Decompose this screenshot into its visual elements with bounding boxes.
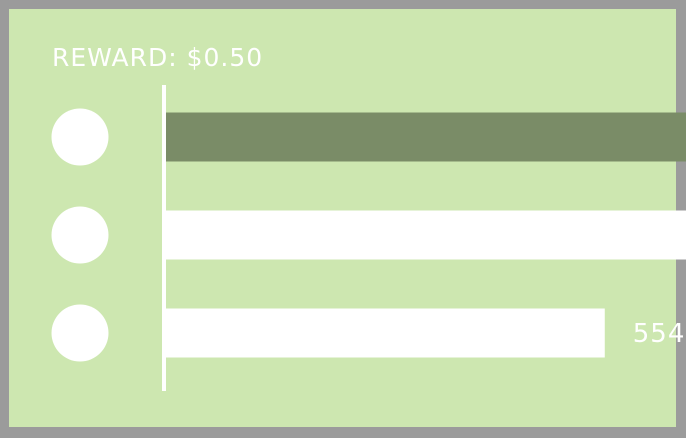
option-markers: [52, 109, 109, 362]
bars-group: [166, 113, 686, 358]
option-marker-circle: [52, 109, 109, 166]
option-marker-circle: [52, 305, 109, 362]
bar: [166, 211, 686, 260]
bar: [166, 113, 686, 162]
bar-value-label: 554: [633, 319, 686, 349]
option-marker-circle: [52, 207, 109, 264]
bar: [166, 309, 605, 358]
